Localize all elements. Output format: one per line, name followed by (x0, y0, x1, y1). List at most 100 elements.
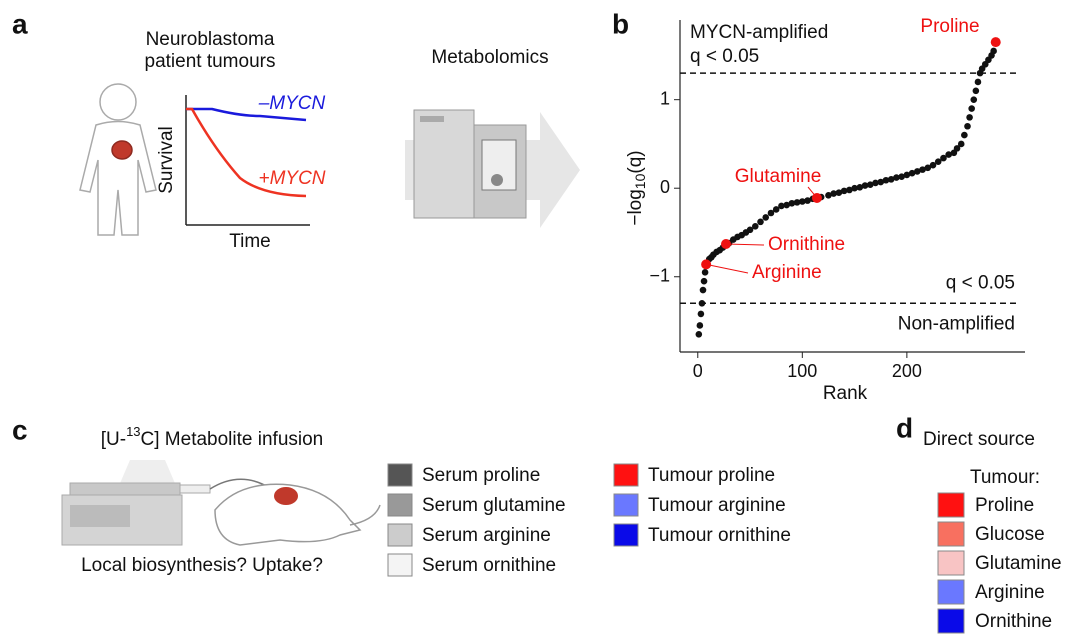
axis-label: Survival (156, 126, 177, 194)
point (898, 173, 905, 181)
method-label: Metabolomics (431, 47, 548, 68)
point (903, 171, 911, 179)
point (804, 197, 811, 204)
label-connector (706, 263, 749, 274)
point (695, 330, 703, 338)
panel-letter: c (12, 414, 28, 445)
point (929, 161, 937, 169)
highlight-label: Ornithine (768, 234, 845, 255)
point (778, 202, 785, 210)
label-part: −log (625, 189, 646, 225)
legend-label: Tumour proline (648, 465, 775, 486)
point (964, 122, 971, 130)
legend-swatch (937, 550, 965, 576)
threshold-group: MYCN-amplified (690, 22, 828, 43)
point (793, 199, 801, 206)
point (966, 114, 973, 121)
point (877, 178, 885, 186)
y-axis-label: −log10(q) (625, 150, 648, 225)
mass-spectrometer (405, 109, 580, 228)
point (866, 181, 874, 188)
legend-label: Arginine (975, 582, 1045, 603)
point (851, 184, 858, 192)
child-illustration (79, 83, 157, 236)
legend-label: Proline (975, 495, 1034, 516)
point (700, 277, 708, 285)
x-tick-label: 200 (892, 361, 922, 381)
point (887, 176, 895, 183)
highlight-point (811, 192, 822, 203)
legend-label: Serum ornithine (422, 555, 556, 576)
curve-label: –MYCN (258, 93, 326, 114)
panel-letter: a (12, 8, 28, 39)
legend: Serum proline Serum glutamine Serum argini… (387, 463, 791, 577)
point (799, 198, 806, 205)
panel-title: Direct source (923, 429, 1035, 450)
point (961, 131, 968, 139)
label-part: [U- (101, 429, 126, 450)
x-axis-label: Rank (823, 383, 868, 404)
point (699, 286, 707, 294)
point (908, 169, 916, 177)
point (698, 300, 706, 307)
legend-subtitle: Tumour: (970, 467, 1040, 488)
x-tick-label: 0 (693, 361, 703, 381)
point (783, 201, 790, 209)
label-connector (725, 243, 765, 246)
point (762, 214, 770, 221)
legend-swatch (613, 463, 639, 487)
highlight-point (701, 259, 712, 270)
legend-label: Serum glutamine (422, 495, 566, 516)
point (945, 151, 952, 158)
point (924, 164, 932, 172)
legend-swatch (387, 493, 413, 517)
point (968, 105, 975, 112)
y-tick-label: −1 (649, 265, 670, 285)
legend-swatch (937, 579, 965, 605)
point (914, 168, 921, 175)
point (697, 310, 705, 318)
label-part: 13 (126, 424, 140, 439)
point (746, 226, 754, 234)
point (919, 166, 926, 173)
legend-label: Glutamine (975, 553, 1062, 574)
point (788, 199, 796, 207)
panel-title: [U-13C] Metabolite infusion (101, 424, 324, 450)
panel-title: Neuroblastoma (146, 29, 275, 50)
point (953, 145, 961, 152)
legend-label: Glucose (975, 524, 1045, 545)
point (835, 189, 843, 196)
y-tick-label: 1 (660, 88, 670, 108)
legend-label: Serum proline (422, 465, 540, 486)
point (861, 182, 869, 189)
point (970, 96, 978, 103)
point (990, 47, 997, 55)
point (872, 179, 879, 187)
label-part: 10 (632, 173, 648, 189)
point (972, 87, 980, 95)
legend-swatch (613, 523, 639, 547)
highlight-point (990, 37, 1001, 48)
point (856, 184, 864, 191)
y-tick-label: 0 (660, 177, 670, 197)
legend-label: Ornithine (975, 611, 1052, 632)
legend-swatch (937, 608, 965, 634)
legend-swatch (387, 463, 413, 487)
point (882, 176, 890, 184)
legend-swatch (387, 523, 413, 547)
point (893, 174, 900, 181)
scatter-plot: −1 0 1 0 100 200 MYCN-amplified q < 0.05 q < 0.0… (649, 16, 1025, 381)
point (772, 206, 780, 213)
panel-letter: b (612, 8, 629, 39)
panel-title: patient tumours (145, 51, 276, 72)
point (696, 322, 704, 329)
point (957, 140, 965, 148)
legend-label: Serum arginine (422, 525, 551, 546)
point (751, 222, 759, 230)
axis-label: Time (229, 231, 271, 252)
legend-swatch (937, 521, 965, 547)
threshold-label: q < 0.05 (946, 272, 1015, 293)
point (934, 158, 942, 165)
infusion-illustration (61, 460, 381, 546)
